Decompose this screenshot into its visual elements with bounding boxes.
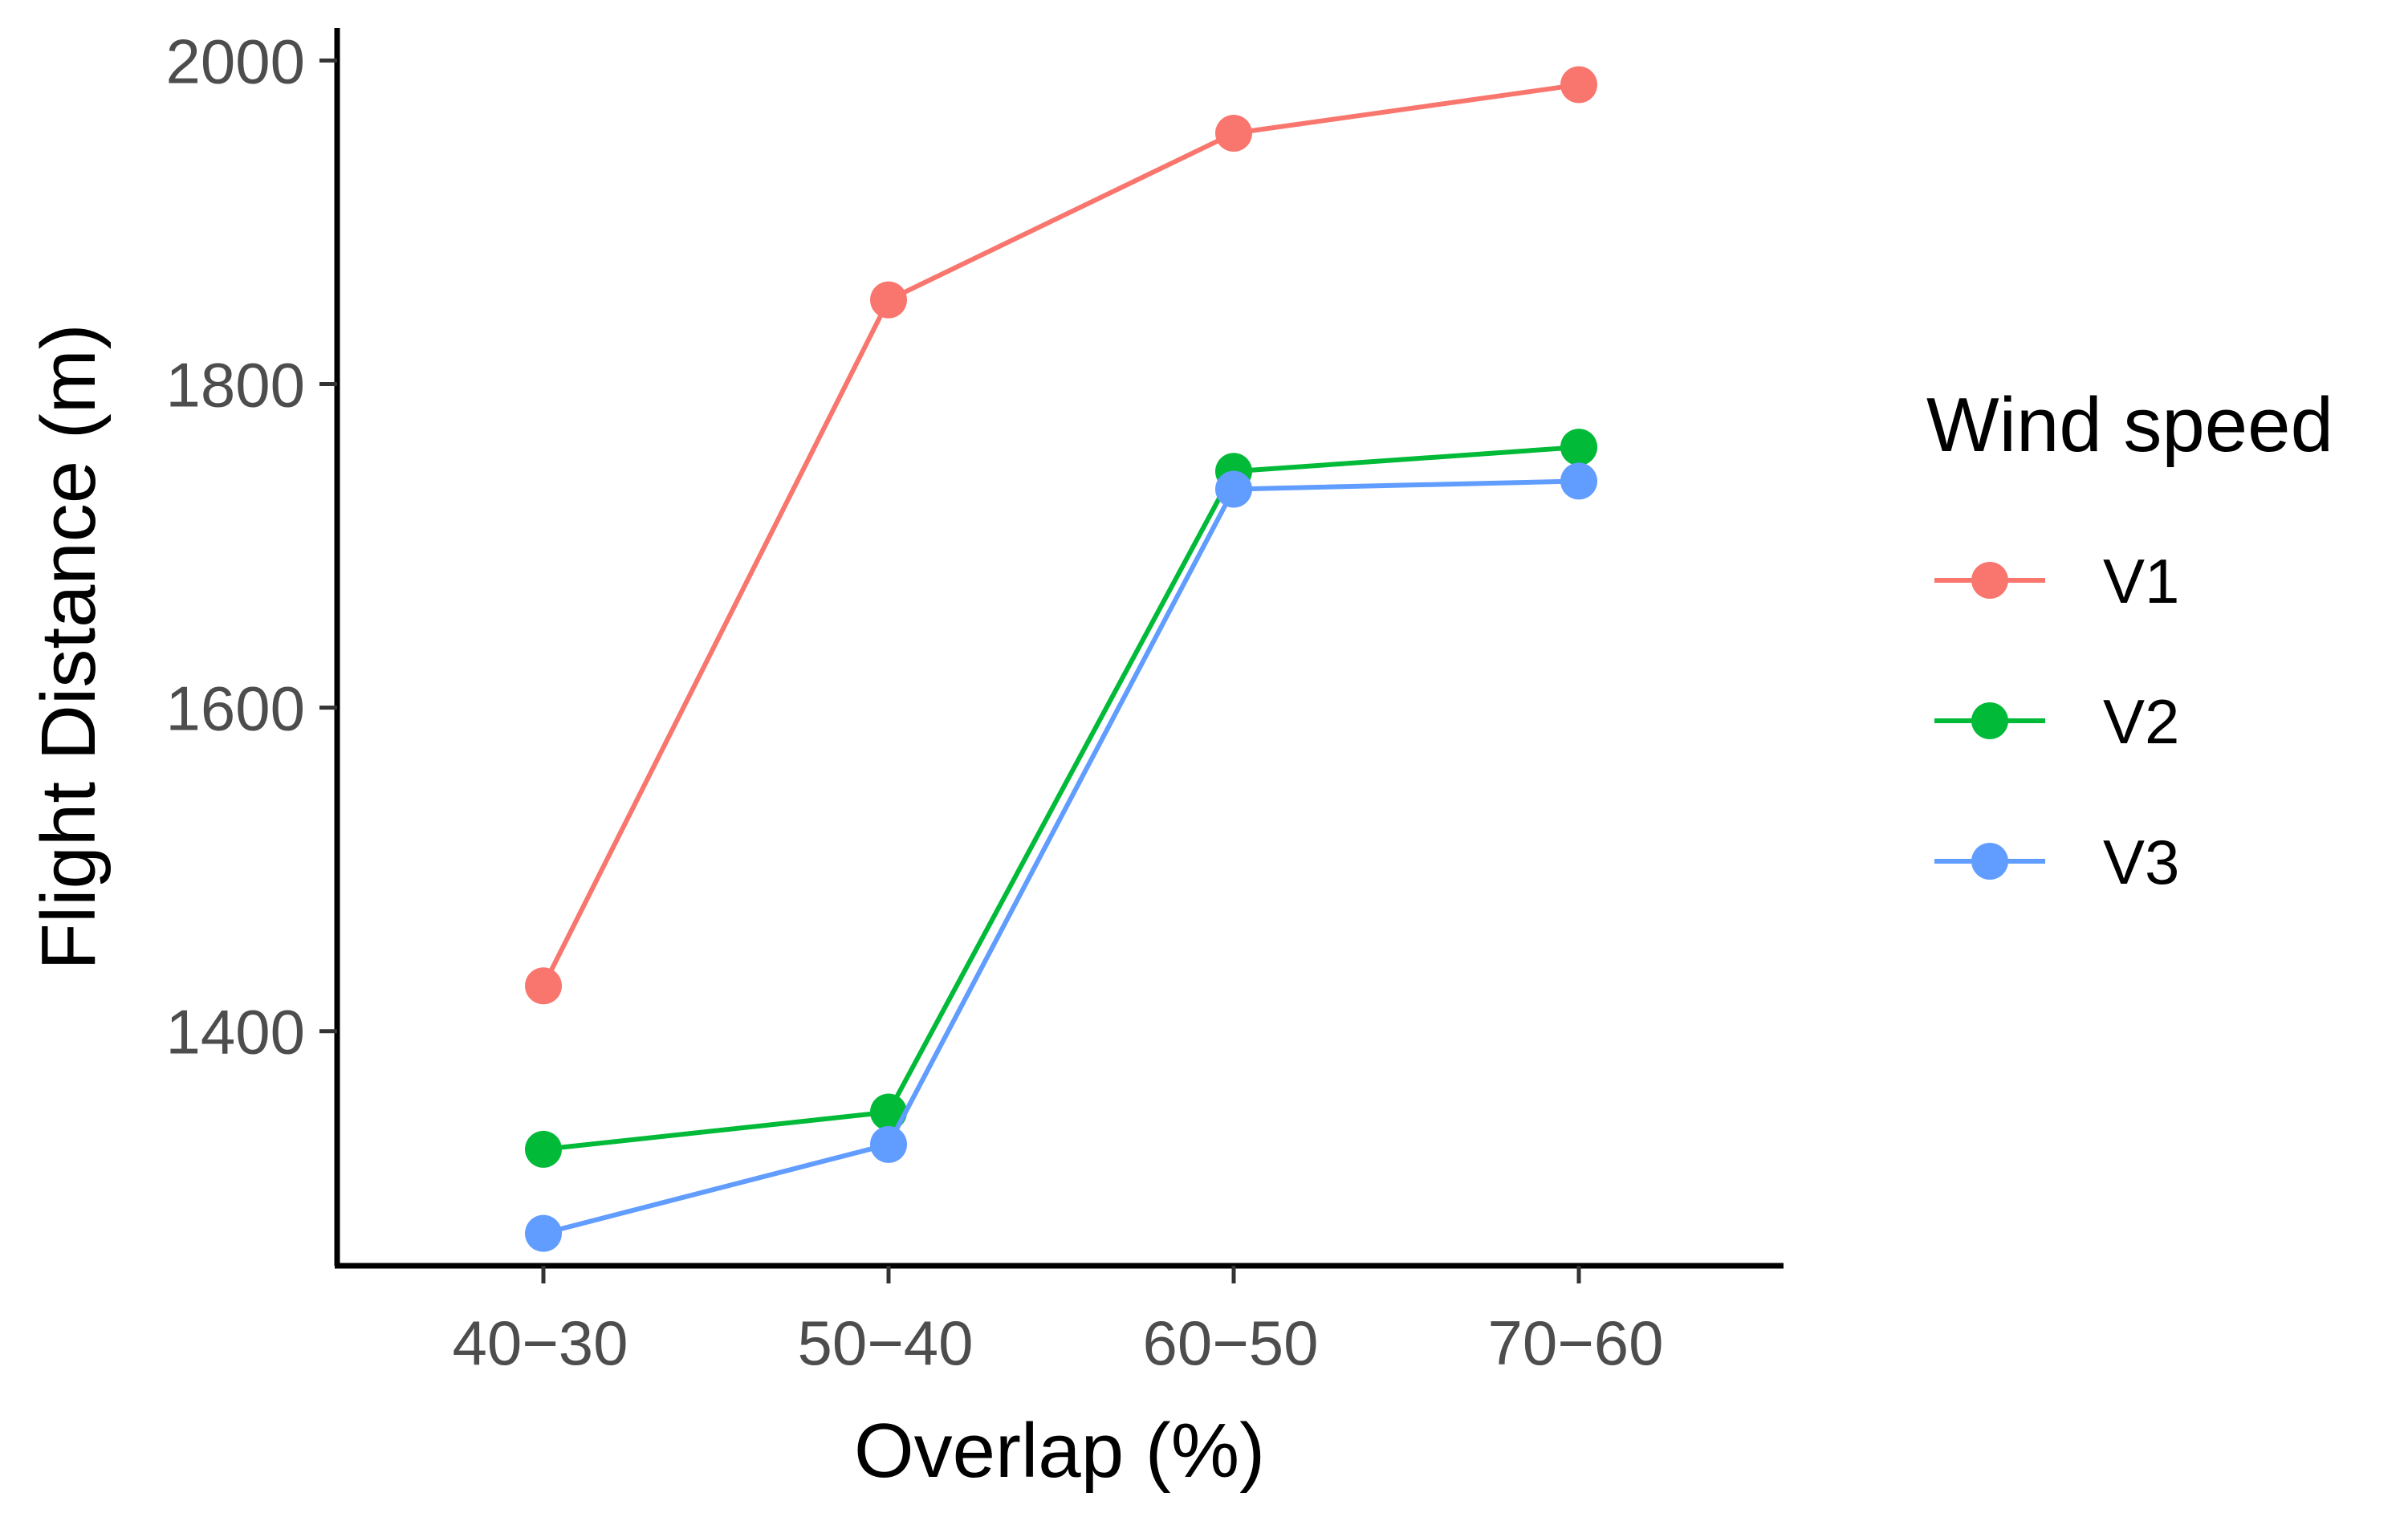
legend-key-point <box>1971 562 2008 599</box>
legend-label-v3: V3 <box>2103 827 2179 897</box>
data-point-v3 <box>1560 462 1597 500</box>
data-point-v3 <box>870 1125 907 1163</box>
y-tick-label: 1800 <box>165 349 305 420</box>
x-tick-label: 40−30 <box>452 1308 628 1378</box>
y-ticks: 1400 1600 1800 2000 <box>165 26 337 1068</box>
y-tick-label: 2000 <box>165 26 305 96</box>
legend-key-point <box>1971 702 2008 739</box>
series-line-v2 <box>543 445 1580 1152</box>
data-point-v3 <box>1215 470 1252 508</box>
x-tick-label: 70−60 <box>1487 1308 1663 1378</box>
data-point-v1 <box>525 967 562 1005</box>
legend-key-point <box>1971 843 2008 880</box>
data-point-v2 <box>1560 429 1597 466</box>
data-point-v1 <box>1215 115 1252 153</box>
series-line-v1 <box>541 82 1580 987</box>
data-point-v1 <box>1560 66 1597 104</box>
y-axis-title: Flight Distance (m) <box>26 323 112 970</box>
x-tick-label: 50−40 <box>797 1308 973 1378</box>
series-line-v3 <box>543 478 1580 1236</box>
data-point-v2 <box>870 1093 907 1131</box>
legend-label-v2: V2 <box>2103 686 2179 757</box>
data-point-v1 <box>870 281 907 319</box>
x-tick-label: 60−50 <box>1142 1308 1318 1378</box>
data-point-v2 <box>525 1130 562 1168</box>
legend-label-v1: V1 <box>2103 546 2179 616</box>
legend-title: Wind speed <box>1926 382 2333 468</box>
data-point-v3 <box>525 1214 562 1252</box>
y-tick-label: 1400 <box>165 997 305 1068</box>
x-axis-title: Overlap (%) <box>854 1408 1265 1494</box>
y-tick-label: 1600 <box>165 673 305 744</box>
legend: Wind speed V1 V2 V3 <box>1926 382 2333 897</box>
series-group <box>525 66 1597 1252</box>
x-ticks: 40−30 50−40 60−50 70−60 <box>452 1266 1664 1378</box>
